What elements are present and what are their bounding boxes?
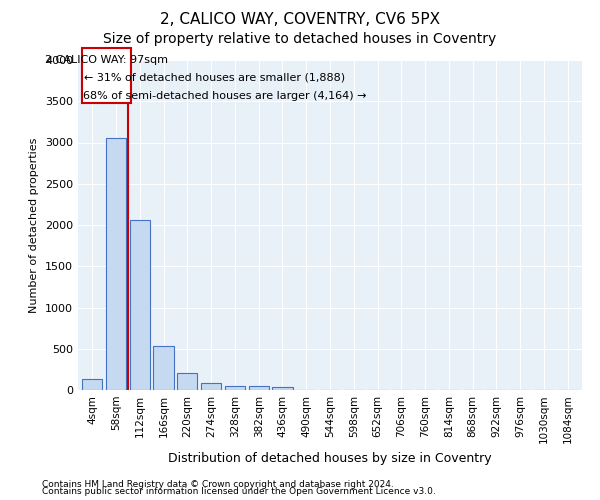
Bar [106,138,126,390]
FancyBboxPatch shape [82,48,131,103]
Bar [130,220,150,390]
X-axis label: Distribution of detached houses by size in Coventry: Distribution of detached houses by size … [168,452,492,465]
Bar [248,386,269,390]
Text: 68% of semi-detached houses are larger (4,164) →: 68% of semi-detached houses are larger (… [83,90,366,101]
Bar [201,384,221,390]
Text: Size of property relative to detached houses in Coventry: Size of property relative to detached ho… [103,32,497,46]
Bar [225,386,245,390]
Y-axis label: Number of detached properties: Number of detached properties [29,138,40,312]
Text: Contains public sector information licensed under the Open Government Licence v3: Contains public sector information licen… [42,488,436,496]
Bar [272,386,293,390]
Bar [154,346,173,390]
Text: ← 31% of detached houses are smaller (1,888): ← 31% of detached houses are smaller (1,… [84,72,345,83]
Bar [177,372,197,390]
Bar [82,380,103,390]
Text: 2, CALICO WAY, COVENTRY, CV6 5PX: 2, CALICO WAY, COVENTRY, CV6 5PX [160,12,440,28]
Text: Contains HM Land Registry data © Crown copyright and database right 2024.: Contains HM Land Registry data © Crown c… [42,480,394,489]
Text: 2 CALICO WAY: 97sqm: 2 CALICO WAY: 97sqm [44,54,167,64]
